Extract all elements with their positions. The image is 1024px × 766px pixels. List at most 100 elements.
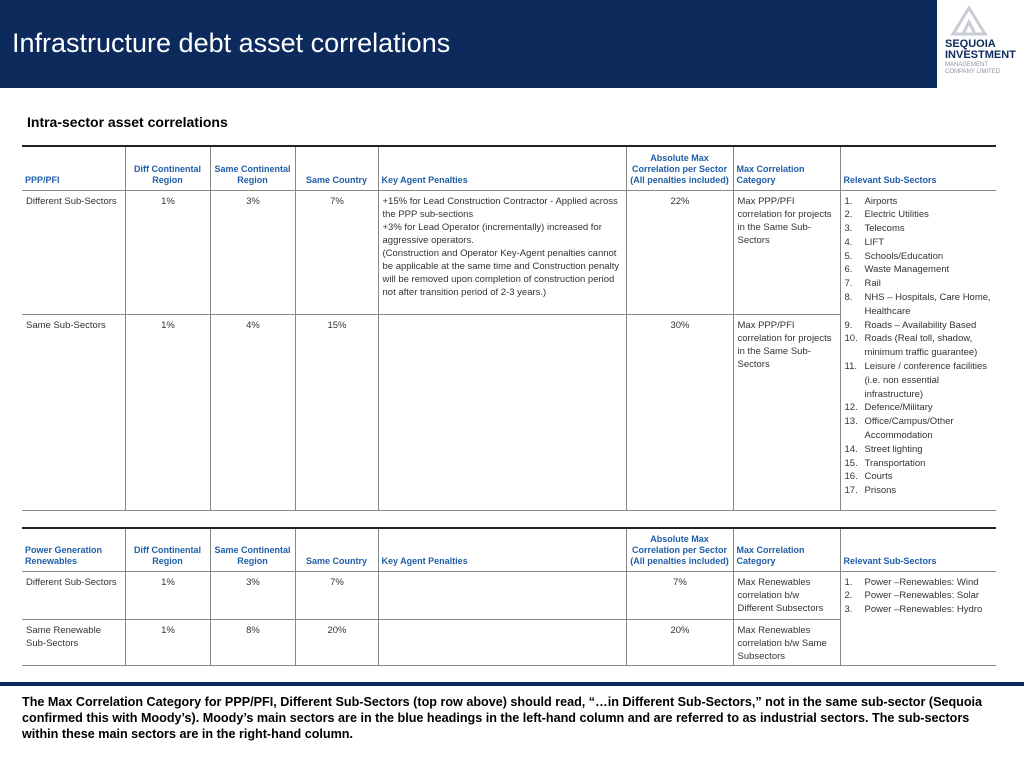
header-row: Power Generation Renewables Diff Continen… — [22, 528, 996, 572]
item-number: 17. — [844, 485, 858, 497]
logo-text: INVESTMENT — [945, 49, 1016, 61]
item-number: 13. — [844, 416, 858, 428]
item-number: 15. — [844, 457, 858, 469]
item-label: NHS – Hospitals, Care Home, Healthcare — [864, 292, 991, 317]
item-label: Roads – Availability Based — [864, 319, 977, 331]
column-header: Same Continental Region — [209, 528, 296, 572]
footer-rule — [0, 682, 1024, 686]
item-number: 9. — [844, 319, 853, 331]
item-number: 2. — [844, 590, 853, 602]
category-cell: Max Renewables correlation b/w Same Subs… — [732, 619, 840, 666]
item-number: 1. — [844, 576, 853, 588]
diff-continental-cell: 1% — [124, 619, 211, 666]
item-number: 7. — [844, 278, 853, 290]
penalties-cell: +15% for Lead Construction Contractor - … — [377, 190, 627, 315]
name-cell: Same Renewable Sub-Sectors — [22, 619, 126, 666]
same-country-cell: 20% — [294, 619, 379, 666]
item-number: 4. — [844, 236, 853, 248]
abs-max-cell: 22% — [625, 190, 734, 315]
category-cell: Max PPP/PFI correlation for projects in … — [732, 314, 840, 511]
same-continental-cell: 8% — [209, 619, 296, 666]
column-header: Diff Continental Region — [124, 528, 211, 572]
sub-sector-item: 1. Power –Renewables: Wind — [845, 576, 994, 590]
item-number: 6. — [844, 264, 853, 276]
column-header: Absolute Max Correlation per Sector (All… — [625, 146, 734, 191]
item-label: Street lighting — [864, 443, 923, 455]
same-continental-cell: 3% — [209, 571, 296, 620]
sub-sector-item: 2. Power –Renewables: Solar — [845, 589, 994, 603]
sub-sector-item: 4. LIFT — [845, 236, 994, 250]
category-cell: Max Renewables correlation b/w Different… — [732, 571, 841, 620]
column-header: Max Correlation Category — [732, 146, 841, 191]
penalty-line: +15% for Lead Construction Contractor - … — [382, 195, 618, 220]
sub-sector-item: 10. Roads (Real toll, shadow, minimum tra… — [845, 332, 994, 360]
column-header: Relevant Sub-Sectors — [839, 528, 996, 572]
same-country-cell: 15% — [294, 314, 379, 511]
item-number: 12. — [844, 402, 858, 414]
sub-sectors-cell: 1. Airports 2. Electric Utilities 3. Telecoms… — [839, 190, 996, 511]
sub-sectors-cell: 1. Power –Renewables: Wind 2. Power –Renewa… — [839, 571, 996, 666]
column-header: Max Correlation Category — [732, 528, 841, 572]
item-number: 10. — [844, 333, 858, 345]
logo-text: MANAGEMENT COMPANY LIMITED — [945, 62, 1001, 75]
same-country-cell: 7% — [294, 190, 379, 315]
sub-sector-item: 14. Street lighting — [845, 443, 994, 457]
same-continental-cell: 4% — [209, 314, 296, 511]
item-label: Waste Management — [864, 264, 950, 276]
table-row: Different Sub-Sectors 1% 3% 7% +15% for Lead… — [22, 190, 996, 511]
header-bar: Infrastructure debt asset correlations — [0, 0, 937, 88]
item-label: Office/Campus/Other Accommodation — [864, 416, 954, 442]
item-label: Leisure / conference facilities (i.e. no… — [864, 361, 988, 400]
item-label: Airports — [864, 195, 898, 207]
item-label: Roads (Real toll, shadow, minimum traffi… — [864, 333, 978, 359]
item-number: 3. — [844, 604, 853, 616]
penalty-line: +3% for Lead Operator (incrementally) in… — [382, 221, 602, 246]
item-label: Courts — [864, 471, 893, 483]
column-header: Relevant Sub-Sectors — [839, 146, 996, 191]
page-title: Infrastructure debt asset correlations — [12, 28, 451, 58]
sub-sector-item: 1. Airports — [845, 195, 994, 209]
penalties-cell — [377, 571, 627, 620]
column-header: Same Country — [294, 146, 379, 191]
table-row: Different Sub-Sectors 1% 3% 7% 7% Max Renewab… — [22, 571, 996, 666]
item-label: Power –Renewables: Wind — [864, 576, 979, 588]
item-label: Power –Renewables: Hydro — [864, 604, 983, 616]
sub-sector-item: 13. Office/Campus/Other Accommodation — [845, 415, 994, 443]
item-label: Rail — [864, 278, 881, 290]
name-cell: Different Sub-Sectors — [22, 571, 126, 620]
column-header: Key Agent Penalties — [377, 528, 627, 572]
name-cell: Different Sub-Sectors — [22, 190, 126, 315]
sub-sector-item: 6. Waste Management — [845, 263, 994, 277]
penalty-line: will be removed upon completion of const… — [382, 273, 615, 298]
footnote: The Max Correlation Category for PPP/PFI… — [22, 695, 983, 741]
name-cell: Same Sub-Sectors — [22, 314, 126, 511]
column-header: Same Continental Region — [209, 146, 296, 191]
column-header: Same Country — [294, 528, 379, 572]
item-number: 2. — [844, 209, 853, 221]
column-header: Absolute Max Correlation per Sector (All… — [625, 528, 734, 572]
sub-sector-item: 15. Transportation — [845, 457, 994, 471]
abs-max-cell: 20% — [625, 619, 734, 666]
item-label: LIFT — [864, 236, 885, 248]
sub-sector-item: 17. Prisons — [845, 484, 994, 498]
item-label: Electric Utilities — [864, 209, 929, 221]
abs-max-cell: 7% — [625, 571, 734, 620]
item-label: Telecoms — [864, 223, 905, 235]
sub-sector-item: 16. Courts — [845, 470, 994, 484]
diff-continental-cell: 1% — [124, 314, 211, 511]
diff-continental-cell: 1% — [124, 571, 211, 620]
data-table: Power Generation Renewables Diff Continen… — [22, 527, 996, 666]
item-label: Power –Renewables: Solar — [864, 590, 980, 602]
same-continental-cell: 3% — [209, 190, 296, 315]
penalties-cell — [377, 619, 627, 666]
column-header: PPP/PFI — [22, 146, 126, 191]
item-number: 3. — [844, 223, 853, 235]
item-number: 14. — [844, 443, 858, 455]
logo-mark — [950, 5, 988, 36]
logo: SEQUOIA INVESTMENT MANAGEMENT COMPANY LI… — [937, 0, 1024, 88]
sub-sector-item: 5. Schools/Education — [845, 250, 994, 264]
item-number: 1. — [844, 195, 853, 207]
data-table: PPP/PFI Diff Continental Region Same Conti… — [22, 145, 996, 511]
category-cell: Max PPP/PFI correlation for projects in … — [732, 190, 841, 315]
